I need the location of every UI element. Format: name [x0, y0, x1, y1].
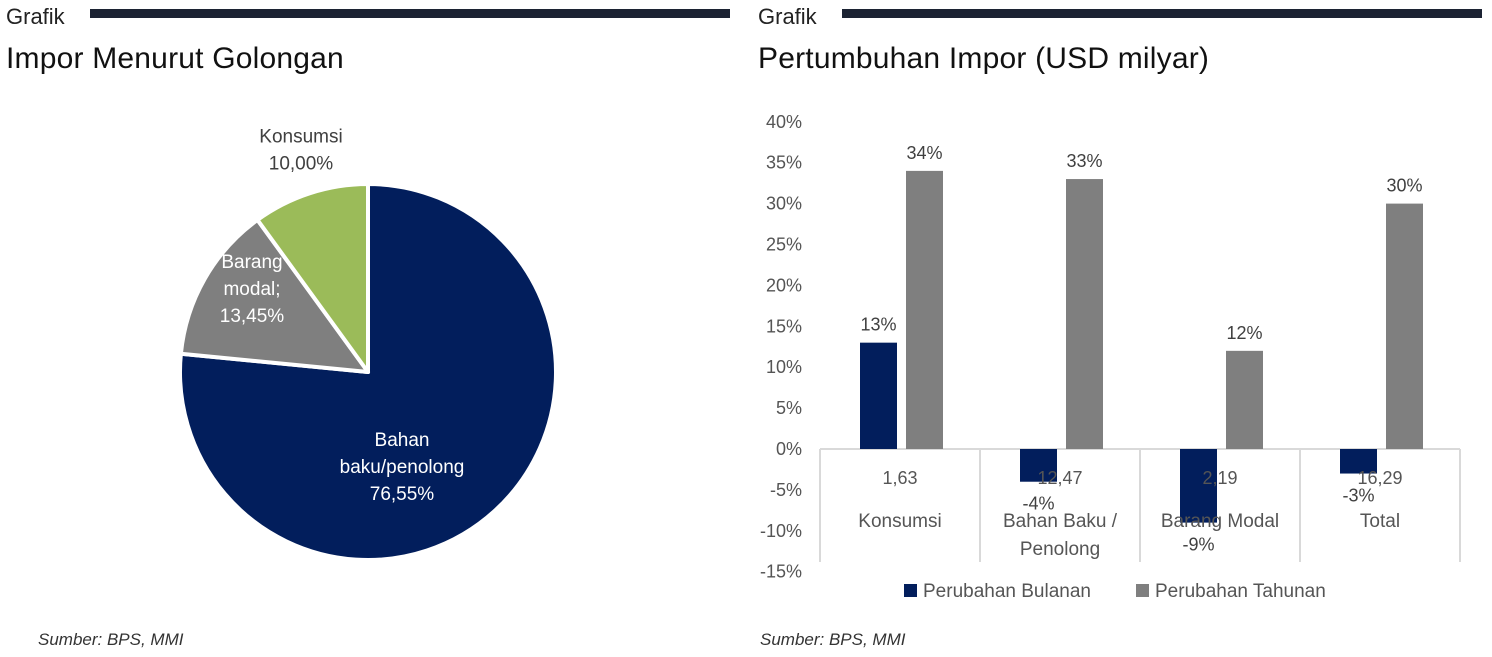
right-section-rule: [842, 9, 1482, 18]
y-tick-label: -15%: [760, 562, 802, 582]
y-tick-label: 5%: [776, 398, 802, 418]
legend-label: Perubahan Tahunan: [1155, 581, 1326, 602]
pie-chart: Bahan baku/penolong 76,55% Barang modal; 13,4…: [178, 127, 558, 562]
y-tick-label: 25%: [766, 235, 802, 255]
bar-data-label: 34%: [906, 143, 942, 163]
legend-swatch: [904, 584, 917, 597]
bar: [1020, 449, 1057, 482]
right-section-label: Grafik: [758, 4, 817, 29]
bar-data-label: 30%: [1386, 176, 1422, 196]
bar: [1340, 449, 1377, 474]
pie-slice-label: Bahan baku/penolong 76,55%: [340, 430, 465, 505]
bar-data-label: -9%: [1182, 535, 1214, 555]
y-tick-label: -10%: [760, 521, 802, 541]
category-value-label: 2,19: [1202, 468, 1237, 488]
bar-data-label: 13%: [860, 315, 896, 335]
y-tick-label: 30%: [766, 194, 802, 214]
category-label: Bahan Baku / Penolong: [1003, 511, 1118, 560]
left-chart-panel: Grafik Impor Menurut Golongan Bahan baku/…: [0, 0, 740, 657]
bar-chart: 40% 35% 30% 25% 20% 15% 10% 5% 0% -5% -10% -15% 13% -…: [760, 112, 1461, 602]
bar: [1386, 203, 1423, 449]
category-value-label: 1,63: [882, 468, 917, 488]
bar-data-label: -3%: [1342, 486, 1374, 506]
y-tick-label: 10%: [766, 357, 802, 377]
y-tick-label: 20%: [766, 275, 802, 295]
right-chart-title: Pertumbuhan Impor (USD milyar): [758, 42, 1210, 75]
pie-slice-label: Konsumsi 10,00%: [259, 127, 342, 175]
right-source-note: Sumber: BPS, MMI: [760, 630, 906, 649]
pie-slice: [255, 182, 370, 374]
bar: [1180, 449, 1217, 523]
category-label: Barang Modal: [1161, 511, 1279, 532]
left-section-label: Grafik: [6, 4, 65, 29]
legend-swatch: [1136, 584, 1149, 597]
right-chart-panel: Grafik Pertumbuhan Impor (USD milyar) 40…: [752, 0, 1492, 657]
left-chart-title: Impor Menurut Golongan: [6, 42, 344, 75]
y-tick-label: 15%: [766, 316, 802, 336]
bar-data-label: -4%: [1022, 494, 1054, 514]
left-section-rule: [90, 9, 730, 18]
bar-data-label: 33%: [1066, 151, 1102, 171]
bar-data-label: 12%: [1226, 323, 1262, 343]
pie-slice-label: Barang modal; 13,45%: [220, 252, 285, 327]
y-tick-label: 35%: [766, 153, 802, 173]
category-label: Total: [1360, 511, 1400, 532]
bar: [860, 342, 897, 449]
y-tick-label: 40%: [766, 112, 802, 132]
category-value-label: 16,29: [1357, 468, 1402, 488]
y-tick-label: -5%: [770, 480, 802, 500]
category-value-label: 12,47: [1037, 468, 1082, 488]
bar: [906, 170, 943, 449]
bar: [1226, 350, 1263, 449]
y-tick-label: 0%: [776, 439, 802, 459]
bar: [1066, 179, 1103, 449]
legend-label: Perubahan Bulanan: [923, 581, 1091, 602]
category-label: Konsumsi: [858, 511, 941, 532]
left-source-note: Sumber: BPS, MMI: [38, 630, 184, 649]
pie-slice: [178, 217, 370, 374]
